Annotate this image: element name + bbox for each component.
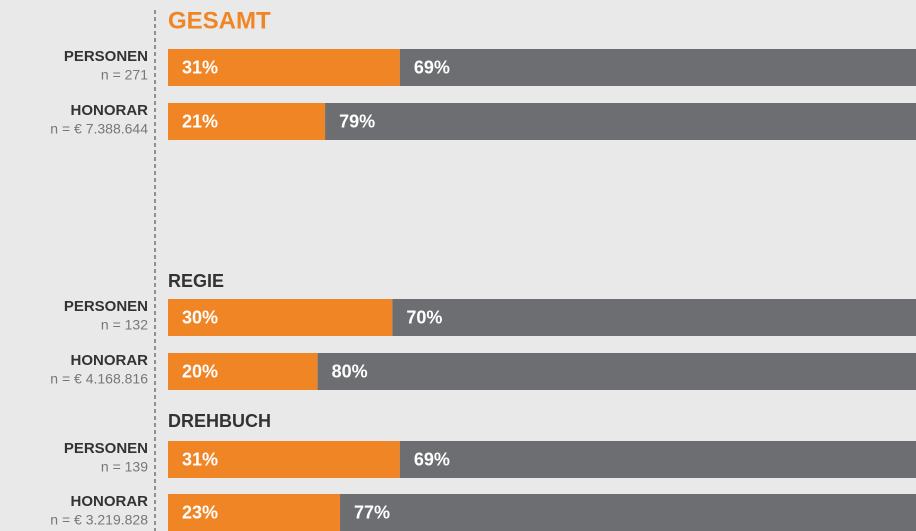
value-label: 20% [182, 361, 218, 381]
value-label: 70% [406, 307, 442, 327]
value-label: 77% [354, 502, 390, 522]
value-label: 69% [414, 57, 450, 77]
value-label: 31% [182, 57, 218, 77]
bar-segment [168, 103, 326, 140]
bar-segment [168, 299, 393, 336]
row-label: PERSONEN [64, 440, 148, 457]
value-label: 69% [414, 449, 450, 469]
row-n: n = 132 [101, 317, 148, 333]
group-title: REGIE [168, 271, 224, 291]
value-label: 23% [182, 502, 218, 522]
bar-segment [317, 353, 916, 390]
group-title: GESAMT [168, 7, 271, 34]
row-n: n = € 3.219.828 [50, 512, 148, 528]
value-label: 21% [182, 111, 218, 131]
value-label: 79% [339, 111, 375, 131]
row-n: n = 139 [101, 459, 148, 475]
value-label: 80% [332, 361, 368, 381]
row-n: n = € 4.168.816 [50, 371, 148, 387]
bar-segment [168, 49, 400, 86]
row-label: HONORAR [71, 352, 149, 369]
row-n: n = 271 [101, 67, 148, 83]
bar-segment [168, 353, 318, 390]
value-label: 30% [182, 307, 218, 327]
row-label: HONORAR [71, 493, 149, 510]
bar-segment [325, 103, 916, 140]
row-label: HONORAR [71, 102, 149, 119]
bar-segment [168, 494, 341, 531]
bar-segment [168, 441, 400, 478]
row-label: PERSONEN [64, 298, 148, 315]
bar-segment [399, 441, 916, 478]
bar-segment [399, 49, 916, 86]
row-n: n = € 7.388.644 [50, 121, 148, 137]
group-title: DREHBUCH [168, 411, 271, 431]
row-label: PERSONEN [64, 48, 148, 65]
value-label: 31% [182, 449, 218, 469]
bar-segment [340, 494, 916, 531]
bar-segment [392, 299, 916, 336]
